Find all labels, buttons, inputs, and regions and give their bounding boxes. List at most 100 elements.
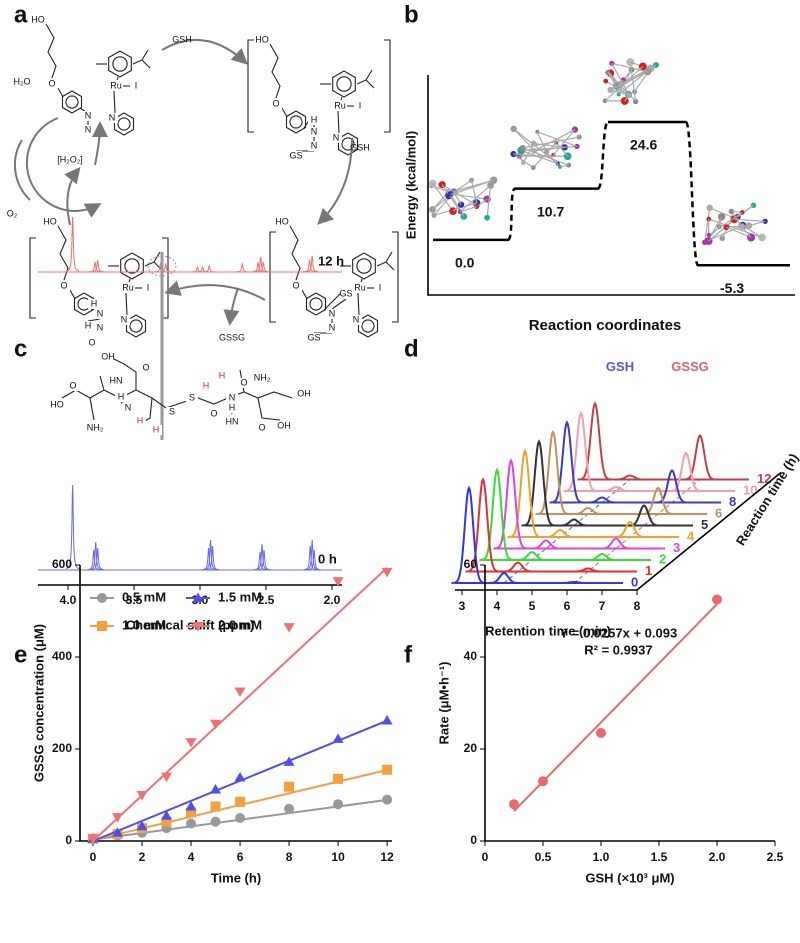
atom-bg	[374, 283, 386, 293]
marker	[97, 593, 107, 603]
chromatogram-peak	[528, 539, 564, 550]
bond	[57, 87, 64, 98]
nmr-peak	[305, 539, 319, 571]
molecule-bond	[459, 184, 491, 213]
x-tick-label: 4	[188, 850, 195, 864]
atom-label: Ru	[334, 100, 346, 110]
bond	[116, 76, 119, 81]
chromatogram-peak	[570, 506, 606, 515]
molecule-bond	[486, 185, 492, 218]
arrow	[223, 287, 240, 326]
trace-label: 6	[715, 505, 722, 520]
molecule-bond	[521, 149, 559, 165]
atom-bg	[118, 315, 130, 325]
atom-label: O	[60, 280, 67, 290]
energy-connector	[596, 120, 610, 190]
molecule-bond	[611, 62, 648, 73]
y-tick-label: 400	[52, 649, 72, 663]
nmr-peak	[257, 549, 271, 571]
x-tick-label: 2	[139, 850, 146, 864]
molecule-bond	[522, 147, 569, 166]
bracket	[269, 231, 276, 323]
chromatogram-peak	[612, 520, 648, 538]
y-tick-label: 20	[464, 741, 478, 755]
atom-bg	[130, 81, 142, 91]
arrow	[317, 137, 353, 225]
atom-bg	[186, 393, 198, 403]
arene-ring-inner	[112, 56, 128, 72]
nmr-peak	[91, 259, 105, 273]
bond	[301, 289, 308, 300]
energy-label: 10.7	[537, 203, 564, 219]
atom-bg	[238, 378, 250, 388]
reagent: GSH	[350, 142, 370, 152]
molecule-atom	[484, 214, 491, 221]
marker	[97, 621, 107, 631]
atom-label: H	[153, 424, 160, 434]
marker	[235, 796, 246, 807]
panel-label: b	[404, 1, 419, 28]
trace-label: 1	[645, 563, 652, 578]
atom-label: O	[48, 78, 55, 88]
y-axis-label: Energy (kcal/mol)	[403, 131, 418, 239]
chromatogram-peak	[668, 451, 704, 492]
atom-bg	[115, 392, 127, 402]
atom-label: N	[109, 112, 116, 122]
x-axis-label: GSH (×10³ μM)	[585, 870, 674, 885]
molecule-bond	[537, 131, 578, 147]
nmr-peak	[302, 259, 317, 273]
molecule-bond	[605, 80, 630, 96]
atom-label: N	[311, 140, 318, 150]
atom-bg	[350, 315, 362, 325]
bracket	[29, 237, 36, 319]
chromatogram-peak	[535, 429, 571, 515]
trace-label: 10	[743, 482, 757, 497]
cycle-arc	[25, 117, 102, 218]
molecule-bond	[707, 225, 743, 241]
atom-label: N	[329, 308, 336, 318]
atom-label: GS	[339, 288, 352, 298]
pyridine-ring-inner	[341, 137, 355, 151]
nmr-peak	[307, 549, 321, 571]
atom-label: S	[189, 392, 195, 402]
atom-label: HO	[31, 14, 45, 24]
atom-bg	[334, 101, 346, 111]
atom-label: S	[169, 406, 175, 416]
arene-ring	[352, 252, 376, 280]
atom-label: OH	[101, 351, 115, 361]
marker	[87, 834, 99, 845]
atom-label: H	[311, 114, 318, 124]
atom-bg	[216, 371, 228, 381]
x-tick-label: 2.5	[767, 850, 784, 864]
legend-label: 1.0 mM	[122, 617, 166, 632]
molecule-bond	[610, 71, 648, 91]
x-tick-label: 1.0	[593, 850, 610, 864]
reagent: H₂O	[14, 76, 31, 86]
atom-label: HO	[255, 34, 269, 44]
chromatogram-peak	[479, 467, 515, 561]
molecule-bond	[555, 142, 569, 157]
arrow	[164, 280, 266, 301]
phenyl-ring-inner	[309, 297, 323, 311]
marker	[210, 816, 221, 827]
arene-ring	[108, 50, 132, 78]
bond	[340, 96, 343, 101]
bond	[113, 90, 116, 114]
marker	[381, 567, 393, 578]
bond	[128, 278, 131, 283]
molecule-bond	[536, 131, 548, 153]
nmr-peak	[203, 539, 218, 571]
phenyl-ring-inner	[289, 115, 303, 129]
nmr-peak	[91, 547, 105, 571]
annotation: Y = 0.0257x + 0.093	[560, 625, 678, 640]
arene-ring-inner	[356, 258, 372, 274]
molecule-bond	[470, 180, 478, 206]
molecule-bond	[450, 193, 488, 200]
bracket	[392, 231, 399, 323]
atom-label: N	[311, 126, 318, 136]
atom-bg	[270, 99, 282, 109]
atom-bg	[106, 113, 118, 123]
x-tick-label: 0	[90, 850, 97, 864]
marker	[161, 810, 173, 820]
